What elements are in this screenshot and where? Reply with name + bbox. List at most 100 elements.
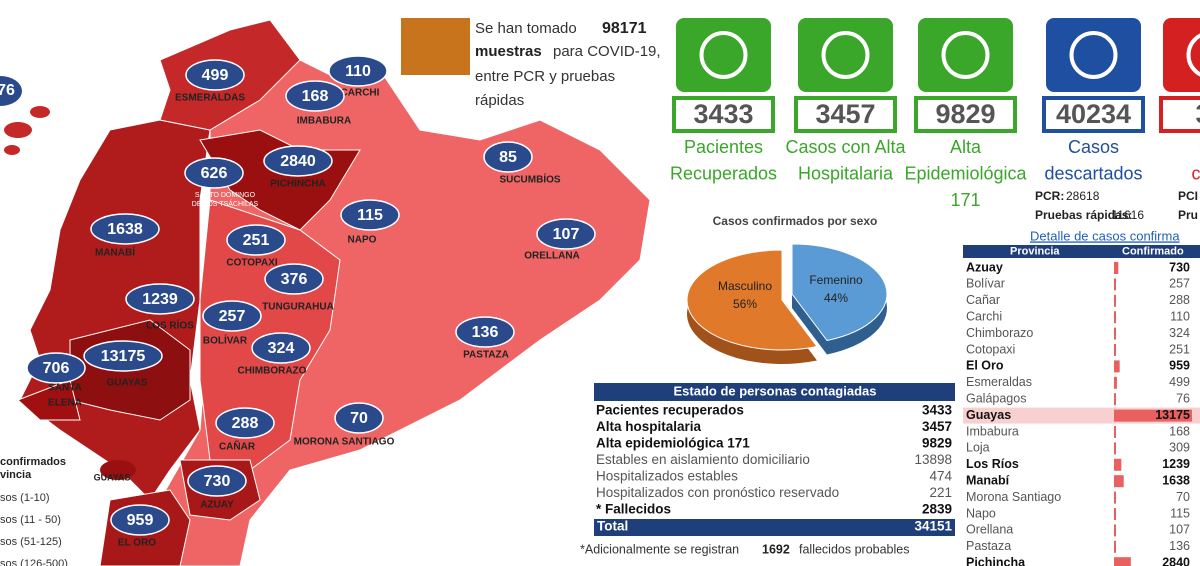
province-bar	[1114, 524, 1116, 537]
province-row-name: Manabí	[966, 473, 1010, 487]
galapagos	[4, 122, 32, 138]
province-name: CAÑAR	[219, 440, 256, 453]
province-value: 376	[281, 271, 308, 288]
province-row-name: Loja	[966, 441, 990, 455]
detail-label: Pruebas rápidas:	[1035, 208, 1132, 222]
status-label: Alta epidemiológica 171	[596, 436, 750, 451]
kpi-value-box	[672, 96, 775, 133]
province-name: SUCUMBÍOS	[499, 173, 560, 186]
island	[100, 460, 136, 480]
status-value: 3433	[922, 403, 953, 418]
kpi-icon	[1163, 18, 1200, 92]
province-bar	[1114, 409, 1192, 422]
province-row-name: Pichincha	[966, 555, 1026, 566]
province-row-value: 257	[1169, 277, 1190, 291]
kpi-label: Pacientes	[684, 137, 763, 157]
status-label: Pacientes recuperados	[596, 403, 744, 418]
province-value: 107	[553, 226, 580, 243]
province-row-value: 115	[1170, 506, 1190, 520]
province-row-name: Guayas	[966, 408, 1011, 422]
status-value: 9829	[922, 436, 952, 451]
province-row-name: Chimborazo	[966, 326, 1033, 340]
province-row-value: 499	[1169, 375, 1190, 389]
kpi-value-box	[794, 96, 897, 133]
province-bubble	[0, 76, 22, 106]
province-name: GUAYAS	[107, 378, 148, 389]
province-value: 959	[127, 512, 154, 529]
kpi-value: 3433	[693, 99, 753, 129]
samples-icon	[401, 18, 470, 75]
province-name: PICHINCHA	[270, 179, 326, 190]
province-bubble	[334, 402, 384, 434]
status-label: Hospitalizados estables	[596, 469, 738, 484]
status-total-label: Total	[597, 519, 628, 534]
province-bar	[1114, 557, 1131, 566]
footnote: *Adicionalmente se registran	[580, 542, 739, 556]
province-row-name: Morona Santiago	[966, 490, 1061, 504]
kpi-icon	[676, 18, 771, 92]
province-value: 2840	[280, 153, 316, 170]
province-name: ESMERALDAS	[175, 93, 245, 104]
province-bubble	[536, 218, 596, 250]
kpi-icon	[918, 18, 1013, 92]
pie-value-label: 56%	[733, 297, 757, 311]
province-bar	[1114, 344, 1116, 356]
province-value: 76	[0, 82, 15, 99]
legend-title: confirmados	[0, 456, 66, 468]
status-label: Hospitalizados con pronóstico reservado	[596, 485, 839, 500]
kpi-value-box	[914, 96, 1017, 133]
province-value: 70	[350, 410, 368, 427]
province-bubble	[226, 224, 286, 256]
province-value: 288	[232, 415, 259, 432]
kpi-icon-symbol	[821, 31, 870, 79]
legend-item: sos (11 - 50)	[0, 514, 61, 526]
samples-text: muestras	[475, 43, 542, 60]
samples-text: rápidas	[475, 92, 524, 109]
province-row-value: 309	[1169, 441, 1190, 455]
province-row-name: El Oro	[966, 359, 1004, 373]
province-row-name: Cotopaxi	[966, 342, 1015, 356]
legend-title: vincia	[0, 469, 32, 481]
province-value: 115	[357, 207, 383, 224]
province-bubble	[263, 145, 333, 177]
province-bar	[1114, 376, 1117, 389]
province-name: BOLÍVAR	[203, 334, 248, 347]
province-value: 499	[202, 67, 229, 84]
status-total-value: 34151	[914, 519, 952, 534]
province-bubble	[187, 465, 247, 497]
province-value: 626	[201, 165, 228, 182]
province-row-value: 1239	[1162, 457, 1190, 471]
status-value: 474	[929, 469, 952, 484]
province-value: 1239	[142, 291, 178, 308]
status-label: Alta hospitalaria	[596, 419, 702, 434]
kpi-label: 171	[950, 190, 980, 210]
province-bar	[1114, 327, 1116, 340]
kpi-icon-symbol	[1069, 31, 1118, 79]
province-name: DE LOS TSÁCHILAS	[192, 199, 259, 208]
pie-slice	[686, 249, 818, 351]
province-bubble	[185, 59, 245, 91]
content: Se han tomado 98171 muestras para COVID-19,…	[0, 18, 1200, 566]
region-santa-elena	[17, 379, 81, 421]
pie-label: Femenino	[809, 273, 863, 287]
kpi-value-box	[1159, 96, 1200, 133]
province-row-name: Los Ríos	[966, 457, 1019, 471]
province-row-name: Pastaza	[966, 539, 1011, 553]
province-bubble	[251, 332, 311, 364]
kpi-label: descartados	[1044, 163, 1142, 183]
province-name: GUAYAS	[94, 472, 131, 482]
province-name: CARCHI	[341, 88, 380, 99]
kpi-icon	[1046, 18, 1141, 92]
province-value: 85	[499, 149, 517, 166]
province-value: 13175	[101, 348, 146, 365]
province-row-value: 730	[1169, 260, 1190, 274]
province-value: 168	[302, 88, 329, 105]
table-header	[594, 383, 955, 401]
province-row-name: Cañar	[966, 293, 1000, 307]
detail-label: PCI	[1178, 189, 1198, 203]
province-name: MORONA SANTIAGO	[294, 437, 395, 448]
table-link[interactable]: Detalle de casos confirma	[1030, 228, 1180, 243]
province-bubble	[110, 504, 170, 536]
kpi-value-box	[1042, 96, 1145, 133]
